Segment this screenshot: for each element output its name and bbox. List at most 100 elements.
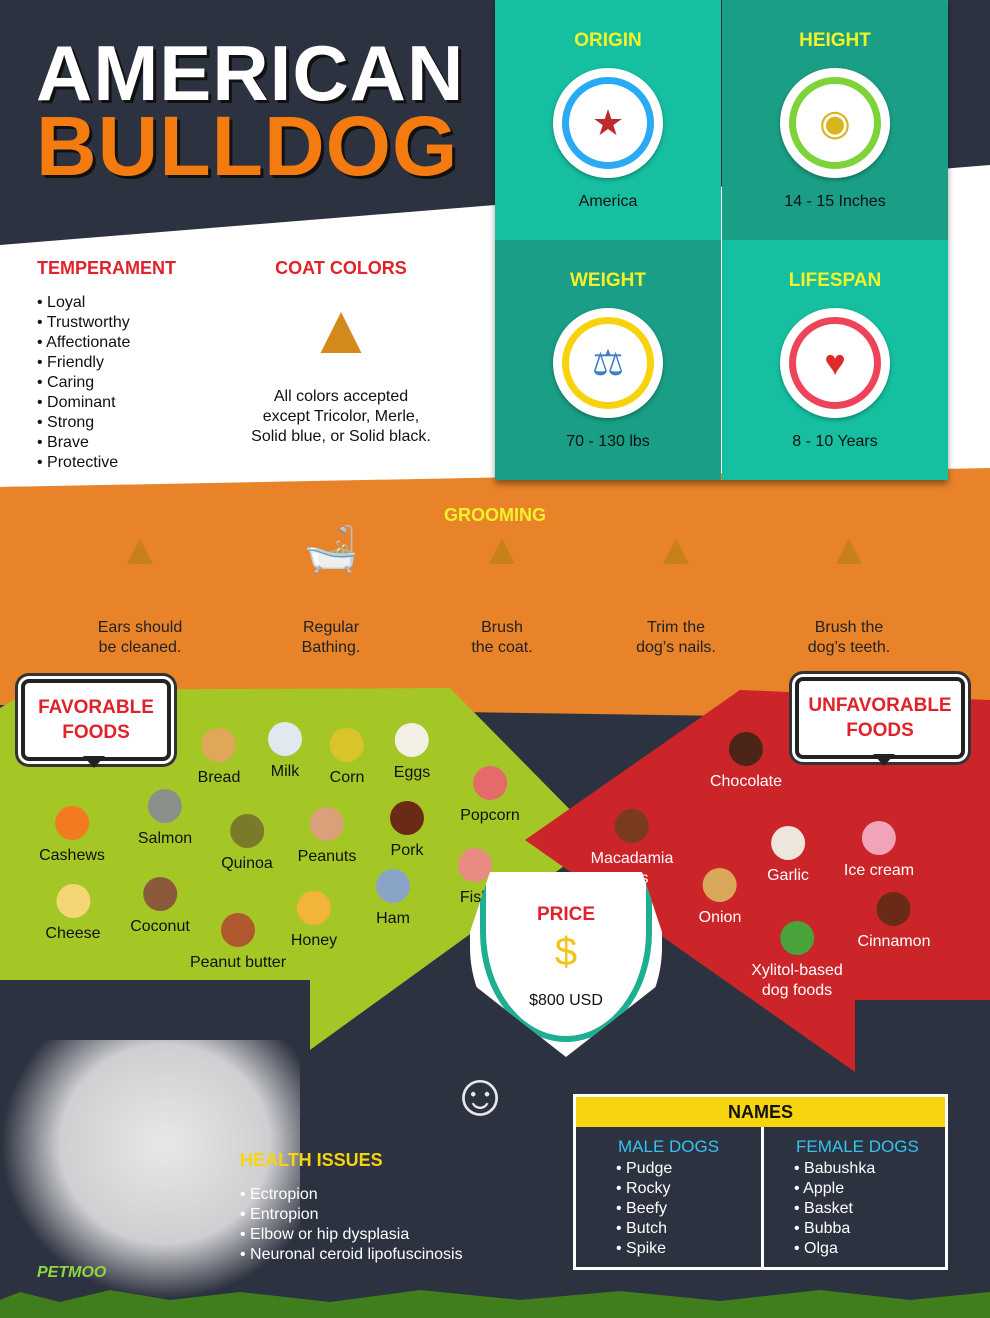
coat-text: except Tricolor, Merle, xyxy=(262,408,420,425)
food-label: Ham xyxy=(376,910,410,927)
food-item: Quinoa xyxy=(221,814,273,874)
list-item: Entropion xyxy=(240,1205,463,1225)
food-icon xyxy=(862,821,896,855)
food-label: Cheese xyxy=(45,925,101,942)
list-item: Elbow or hip dysplasia xyxy=(240,1225,463,1245)
list-item: Olga xyxy=(794,1239,939,1259)
food-label: Onion xyxy=(698,909,742,926)
stat-weight: WEIGHT ⚖ 70 - 130 lbs xyxy=(495,240,721,480)
food-icon xyxy=(395,723,429,757)
food-item: Ham xyxy=(376,869,410,929)
food-label: Peanut butter xyxy=(189,954,287,971)
names-box: NAMES MALE DOGS PudgeRockyBeefyButchSpike… xyxy=(573,1094,948,1270)
dog-grooming-icon: ▲ xyxy=(480,525,524,574)
stat-label: WEIGHT xyxy=(570,270,646,291)
food-label: Bread xyxy=(197,769,241,786)
male-names: MALE DOGS PudgeRockyBeefyButchSpike xyxy=(576,1137,761,1259)
coat-text: Solid blue, or Solid black. xyxy=(251,428,431,445)
food-item: Cheese xyxy=(45,884,101,944)
money-bag-icon: $ xyxy=(554,930,578,974)
grooming-text: Bathing. xyxy=(301,639,361,656)
stat-value: America xyxy=(578,193,638,210)
food-icon xyxy=(310,807,344,841)
us-map-flag-icon: ★ xyxy=(562,77,654,169)
food-item: Xylitol-based dog foods xyxy=(751,921,843,1001)
stat-value: 70 - 130 lbs xyxy=(566,433,650,450)
food-icon xyxy=(230,814,264,848)
bubble-text: FOODS xyxy=(846,720,914,741)
list-item: Ectropion xyxy=(240,1185,463,1205)
list-item: Strong xyxy=(37,413,176,433)
dog-grooming-icon: ▲ xyxy=(654,525,698,574)
price-value: $800 USD xyxy=(529,992,603,1009)
bubble-text: FAVORABLE xyxy=(38,697,154,718)
unfavorable-foods-bubble: UNFAVORABLE FOODS xyxy=(795,677,965,766)
food-label: Honey xyxy=(290,932,338,949)
food-icon xyxy=(728,732,763,766)
list-item: Butch xyxy=(616,1219,761,1239)
veterinarian-icon: ☺ xyxy=(449,1061,511,1128)
food-label: dog foods xyxy=(761,982,833,999)
food-item: Salmon xyxy=(138,789,192,849)
title-bulldog: BULLDOG xyxy=(36,99,459,193)
stat-label: HEIGHT xyxy=(799,30,871,51)
food-item: Corn xyxy=(329,728,365,788)
food-item: Onion xyxy=(698,868,742,928)
food-item: Chocolate xyxy=(710,732,782,792)
food-icon xyxy=(201,728,236,762)
food-icon xyxy=(297,891,331,925)
temperament-list: LoyalTrustworthyAffectionateFriendlyCari… xyxy=(37,293,176,473)
food-label: Milk xyxy=(270,763,300,780)
tape-measure-icon: ◉ xyxy=(789,77,881,169)
food-label: Corn xyxy=(329,769,365,786)
food-label: Pork xyxy=(390,842,424,859)
grooming-item: ▲ Trim the dog’s nails. xyxy=(601,525,751,658)
food-icon xyxy=(771,826,805,860)
food-label: Popcorn xyxy=(460,807,520,824)
list-item: Affectionate xyxy=(37,333,176,353)
petmoo-logo: PETMOO xyxy=(37,1264,107,1281)
list-item: Protective xyxy=(37,453,176,473)
stats-panel: ORIGIN ★ America HEIGHT ◉ 14 - 15 Inches… xyxy=(495,0,948,480)
coat-colors-section: COAT COLORS ▲ All colors accepted except… xyxy=(236,258,446,447)
food-item: Peanut butter xyxy=(190,913,286,973)
food-icon xyxy=(376,869,410,903)
food-icon xyxy=(268,722,302,756)
scale-icon: ⚖ xyxy=(562,317,654,409)
food-icon xyxy=(779,921,814,955)
health-list: EctropionEntropionElbow or hip dysplasia… xyxy=(240,1185,463,1265)
grooming-item: ▲ Ears should be cleaned. xyxy=(65,525,215,658)
stat-height: HEIGHT ◉ 14 - 15 Inches xyxy=(722,0,948,240)
stat-lifespan: LIFESPAN ♥ 8 - 10 Years xyxy=(722,240,948,480)
female-names: FEMALE DOGS BabushkaAppleBasketBubbaOlga xyxy=(754,1137,939,1259)
food-item: Popcorn xyxy=(460,766,520,826)
grooming-text: Regular xyxy=(302,619,360,636)
grooming-text: dog’s nails. xyxy=(636,639,716,656)
list-item: Basket xyxy=(794,1199,939,1219)
food-item: Coconut xyxy=(130,877,190,937)
coat-text: All colors accepted xyxy=(273,388,409,405)
dog-grooming-icon: 🛁 xyxy=(303,525,359,574)
dog-grooming-icon: ▲ xyxy=(118,525,162,574)
temperament-section: TEMPERAMENT LoyalTrustworthyAffectionate… xyxy=(37,258,176,473)
bubble-text: FOODS xyxy=(62,722,130,743)
food-label: Garlic xyxy=(767,867,809,884)
list-item: Beefy xyxy=(616,1199,761,1219)
food-icon xyxy=(458,848,492,882)
price-badge: PRICE $ $800 USD xyxy=(470,872,662,1057)
food-label: Chocolate xyxy=(709,773,783,790)
food-item: Pork xyxy=(390,801,424,861)
grooming-item: ▲ Brush the dog’s teeth. xyxy=(774,525,924,658)
food-item: Cinnamon xyxy=(858,892,930,952)
food-item: Garlic xyxy=(767,826,809,886)
food-icon xyxy=(330,728,364,762)
grooming-text: the coat. xyxy=(471,639,533,656)
male-heading: MALE DOGS xyxy=(618,1137,720,1156)
dog-grooming-icon: ▲ xyxy=(827,525,871,574)
food-icon xyxy=(473,766,507,800)
grooming-text: be cleaned. xyxy=(98,639,182,656)
grooming-item: 🛁 Regular Bathing. xyxy=(256,525,406,658)
stat-label: ORIGIN xyxy=(574,30,642,51)
list-item: Neuronal ceroid lipofuscinosis xyxy=(240,1245,463,1265)
food-item: Peanuts xyxy=(298,807,356,867)
